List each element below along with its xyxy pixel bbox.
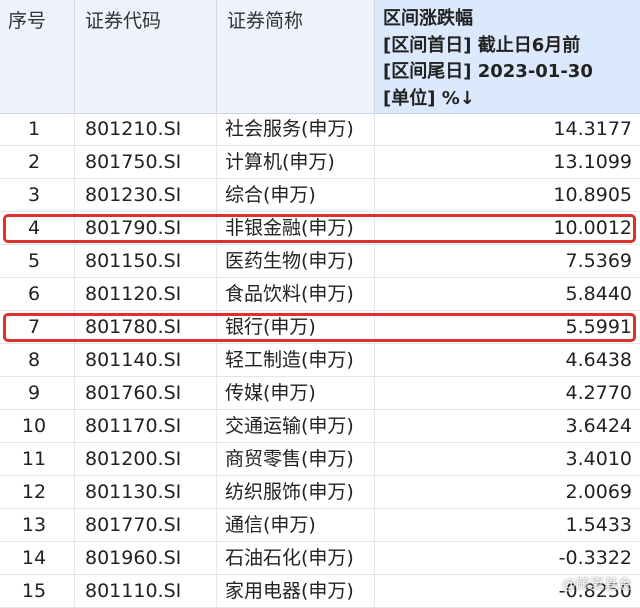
header-change-start: [区间首日] 截止日6月前	[383, 34, 581, 56]
row-value[interactable]: 14.3177	[553, 118, 632, 140]
row-value[interactable]: 10.0012	[553, 217, 632, 239]
row-code[interactable]: 801110.SI	[75, 575, 217, 608]
row-index[interactable]: 14	[0, 542, 75, 575]
row-value[interactable]: -0.8250	[558, 580, 632, 602]
row-name[interactable]: 银行(申万)	[217, 311, 375, 344]
row-value[interactable]: 1.5433	[565, 514, 632, 536]
table-row[interactable]: 12 801130.SI 纺织服饰(申万) 2.0069	[0, 476, 640, 509]
table-header: 序号 证券代码 证券简称 区间涨跌幅 [区间首日] 截止日6月前 [区间尾日] …	[0, 0, 640, 114]
row-name[interactable]: 食品饮料(申万)	[217, 278, 375, 311]
row-name[interactable]: 非银金融(申万)	[217, 212, 375, 245]
header-change-title: 区间涨跌幅	[383, 8, 473, 29]
row-name[interactable]: 石油石化(申万)	[217, 542, 375, 575]
table-row[interactable]: 3 801230.SI 综合(申万) 10.8905	[0, 179, 640, 212]
row-value[interactable]: 3.4010	[565, 448, 632, 470]
row-value[interactable]: 5.5991	[565, 316, 632, 338]
header-change-lines: 区间涨跌幅 [区间首日] 截止日6月前 [区间尾日] 2023-01-30 [单…	[383, 6, 593, 112]
table-row[interactable]: 15 801110.SI 家用电器(申万) -0.8250	[0, 575, 640, 608]
row-name[interactable]: 通信(申万)	[217, 509, 375, 542]
row-code[interactable]: 801780.SI	[75, 311, 217, 344]
header-change-end: [区间尾日] 2023-01-30	[383, 61, 593, 82]
row-name[interactable]: 综合(申万)	[217, 179, 375, 212]
row-index[interactable]: 5	[0, 245, 75, 278]
row-code[interactable]: 801140.SI	[75, 344, 217, 377]
row-index[interactable]: 6	[0, 278, 75, 311]
row-code[interactable]: 801760.SI	[75, 377, 217, 410]
header-name[interactable]: 证券简称	[217, 0, 375, 113]
table-row[interactable]: 7 801780.SI 银行(申万) 5.5991	[0, 311, 640, 344]
header-index[interactable]: 序号	[0, 0, 75, 113]
row-code[interactable]: 801130.SI	[75, 476, 217, 509]
row-value[interactable]: 4.6438	[565, 349, 632, 371]
table-row[interactable]: 2 801750.SI 计算机(申万) 13.1099	[0, 146, 640, 179]
table-row[interactable]: 14 801960.SI 石油石化(申万) -0.3322	[0, 542, 640, 575]
row-index[interactable]: 2	[0, 146, 75, 179]
row-code[interactable]: 801230.SI	[75, 179, 217, 212]
row-index[interactable]: 10	[0, 410, 75, 443]
table-row[interactable]: 9 801760.SI 传媒(申万) 4.2770	[0, 377, 640, 410]
row-value[interactable]: 4.2770	[565, 382, 632, 404]
table-row[interactable]: 1 801210.SI 社会服务(申万) 14.3177	[0, 113, 640, 146]
table-row[interactable]: 8 801140.SI 轻工制造(申万) 4.6438	[0, 344, 640, 377]
table-row[interactable]: 10 801170.SI 交通运输(申万) 3.6424	[0, 410, 640, 443]
table-row[interactable]: 5 801150.SI 医药生物(申万) 7.5369	[0, 245, 640, 278]
row-index[interactable]: 12	[0, 476, 75, 509]
row-name[interactable]: 家用电器(申万)	[217, 575, 375, 608]
row-value[interactable]: 2.0069	[565, 481, 632, 503]
row-name[interactable]: 轻工制造(申万)	[217, 344, 375, 377]
table-row[interactable]: 13 801770.SI 通信(申万) 1.5433	[0, 509, 640, 542]
row-name[interactable]: 社会服务(申万)	[217, 113, 375, 146]
row-code[interactable]: 801210.SI	[75, 113, 217, 146]
header-change[interactable]: 区间涨跌幅 [区间首日] 截止日6月前 [区间尾日] 2023-01-30 [单…	[375, 0, 640, 113]
row-code[interactable]: 801120.SI	[75, 278, 217, 311]
row-index[interactable]: 9	[0, 377, 75, 410]
table-row[interactable]: 11 801200.SI 商贸零售(申万) 3.4010	[0, 443, 640, 476]
row-value[interactable]: 13.1099	[553, 151, 632, 173]
header-change-unit: [单位] %↓	[383, 87, 475, 109]
row-name[interactable]: 纺织服饰(申万)	[217, 476, 375, 509]
row-index[interactable]: 1	[0, 113, 75, 146]
row-name[interactable]: 计算机(申万)	[217, 146, 375, 179]
row-name[interactable]: 交通运输(申万)	[217, 410, 375, 443]
table-row[interactable]: 4 801790.SI 非银金融(申万) 10.0012	[0, 212, 640, 245]
row-value[interactable]: 7.5369	[565, 250, 632, 272]
row-code[interactable]: 801150.SI	[75, 245, 217, 278]
table-row[interactable]: 6 801120.SI 食品饮料(申万) 5.8440	[0, 278, 640, 311]
row-code[interactable]: 801960.SI	[75, 542, 217, 575]
row-index[interactable]: 7	[0, 311, 75, 344]
row-code[interactable]: 801200.SI	[75, 443, 217, 476]
row-name[interactable]: 商贸零售(申万)	[217, 443, 375, 476]
row-code[interactable]: 801770.SI	[75, 509, 217, 542]
row-code[interactable]: 801790.SI	[75, 212, 217, 245]
row-code[interactable]: 801750.SI	[75, 146, 217, 179]
row-name[interactable]: 传媒(申万)	[217, 377, 375, 410]
header-code[interactable]: 证券代码	[75, 0, 217, 113]
row-index[interactable]: 4	[0, 212, 75, 245]
header-code-label: 证券代码	[85, 10, 162, 32]
row-value[interactable]: 10.8905	[553, 184, 632, 206]
header-name-label: 证券简称	[227, 10, 304, 32]
row-index[interactable]: 11	[0, 443, 75, 476]
header-index-label: 序号	[8, 10, 47, 32]
row-name[interactable]: 医药生物(申万)	[217, 245, 375, 278]
row-index[interactable]: 15	[0, 575, 75, 608]
row-value[interactable]: -0.3322	[558, 547, 632, 569]
watermark: @鲸夏基金	[562, 577, 632, 593]
row-value[interactable]: 3.6424	[565, 415, 632, 437]
row-value[interactable]: 5.8440	[565, 283, 632, 305]
row-index[interactable]: 13	[0, 509, 75, 542]
row-index[interactable]: 3	[0, 179, 75, 212]
row-index[interactable]: 8	[0, 344, 75, 377]
row-code[interactable]: 801170.SI	[75, 410, 217, 443]
